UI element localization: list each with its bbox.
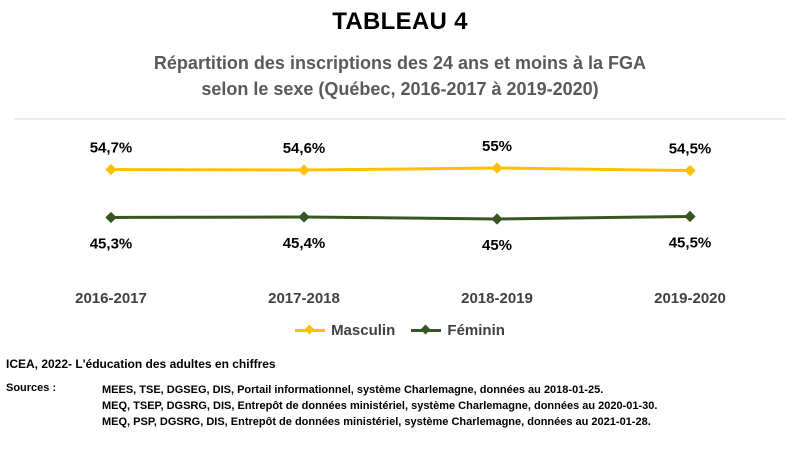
source-title: ICEA, 2022- L'éducation des adultes en c… xyxy=(6,357,276,371)
data-label-masculin: 54,7% xyxy=(90,140,133,157)
data-point-fminin xyxy=(684,210,696,223)
chart-legend: Masculin Féminin xyxy=(0,319,800,339)
series-layer: 54,7% 54,6% 55% 54,5% 45,3% 45,4% 45% 45,5% xyxy=(90,138,712,254)
chart-title: TABLEAU 4 xyxy=(332,8,468,35)
subtitle-line-1: Répartition des inscriptions des 24 ans … xyxy=(153,53,647,73)
series-line-fminin xyxy=(110,214,691,221)
x-tick-label: 2018-2019 xyxy=(461,290,533,307)
source-line: MEQ, PSP, DGSRG, DIS, Entrepôt de donnée… xyxy=(102,416,651,428)
legend-swatch-feminin xyxy=(411,324,442,335)
data-point-masculin xyxy=(491,162,503,174)
legend-item-feminin: Féminin xyxy=(411,322,505,339)
x-tick-label: 2016-2017 xyxy=(75,290,147,307)
sources-label: Sources : xyxy=(6,382,57,394)
data-point-fminin xyxy=(491,213,503,225)
legend-label-masculin: Masculin xyxy=(331,322,396,339)
x-tick-label: 2017-2018 xyxy=(268,290,340,307)
data-label-fminin: 45,3% xyxy=(90,235,133,252)
data-point-fminin xyxy=(105,211,117,224)
series-fminin: 45,3% 45,4% 45% 45,5% xyxy=(90,210,712,254)
data-point-fminin xyxy=(298,211,310,223)
data-point-masculin xyxy=(298,164,310,176)
sources-list: MEES, TSE, DGSEG, DIS, Portail informati… xyxy=(102,382,657,430)
data-label-masculin: 55% xyxy=(482,138,512,155)
legend-swatch-masculin xyxy=(295,324,326,335)
legend-label-feminin: Féminin xyxy=(447,322,505,339)
series-line-masculin xyxy=(110,166,691,173)
data-label-masculin: 54,6% xyxy=(283,140,326,157)
subtitle-line-2: selon le sexe (Québec, 2016-2017 à 2019-… xyxy=(201,79,599,99)
data-label-fminin: 45,4% xyxy=(283,235,326,252)
x-axis-labels: 2016-2017 2017-2018 2018-2019 2019-2020 xyxy=(75,290,726,307)
source-line: MEES, TSE, DGSEG, DIS, Portail informati… xyxy=(102,384,604,396)
series-masculin: 54,7% 54,6% 55% 54,5% xyxy=(90,138,712,177)
legend-item-masculin: Masculin xyxy=(295,322,395,339)
data-label-masculin: 54,5% xyxy=(669,141,712,158)
source-line: MEQ, TSEP, DGSRG, DIS, Entrepôt de donné… xyxy=(102,400,658,412)
x-tick-label: 2019-2020 xyxy=(654,290,726,307)
data-label-fminin: 45% xyxy=(482,237,512,254)
data-point-masculin xyxy=(684,164,696,177)
data-label-fminin: 45,5% xyxy=(669,234,712,251)
chart-subtitle: Répartition des inscriptions des 24 ans … xyxy=(0,50,800,102)
data-point-masculin xyxy=(105,163,117,176)
